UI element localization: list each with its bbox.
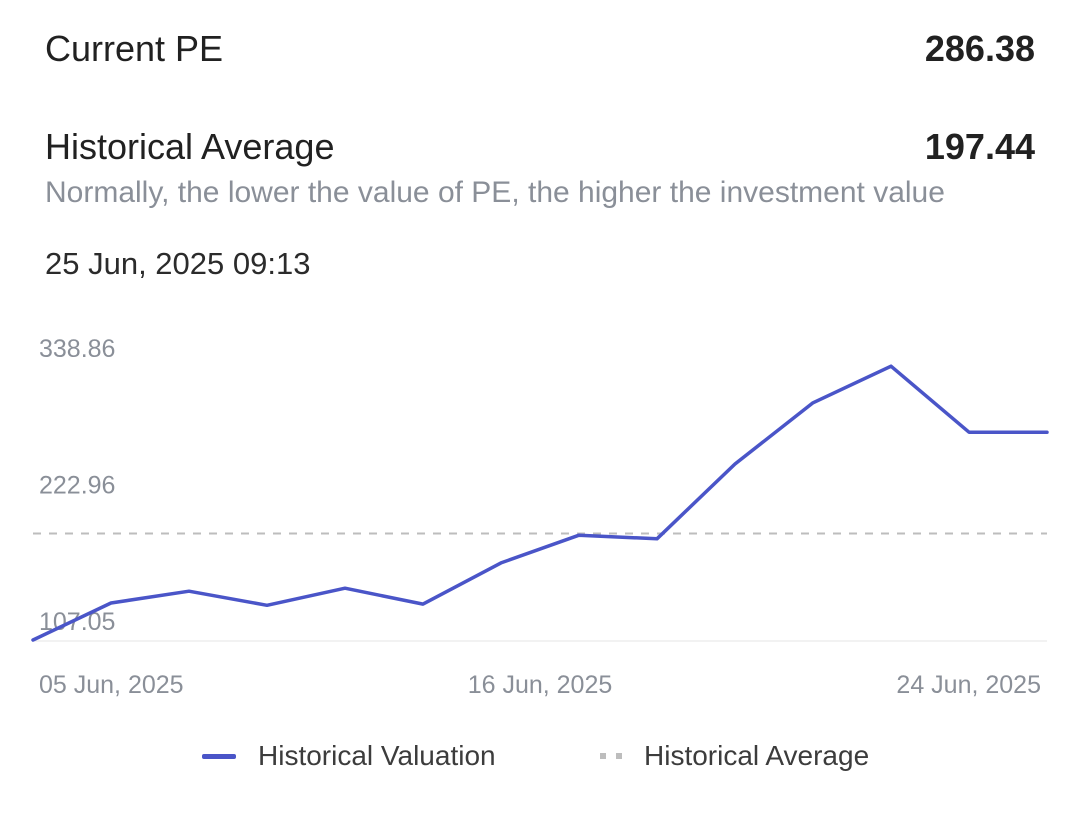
current-pe-value: 286.38 [924, 28, 1035, 69]
historical-average-label: Historical Average [45, 126, 335, 167]
historical-average-row: Historical Average 197.44 [45, 126, 1035, 168]
data-timestamp: 25 Jun, 2025 09:13 [45, 246, 311, 281]
legend-item-average[interactable]: Historical Average [600, 740, 869, 772]
y-tick-label: 222.96 [39, 472, 115, 500]
x-tick-label: 24 Jun, 2025 [896, 671, 1041, 699]
current-pe-row: Current PE 286.38 [45, 28, 1035, 70]
legend-label-average: Historical Average [644, 740, 870, 771]
legend-item-valuation[interactable]: Historical Valuation [202, 740, 496, 772]
legend-label-valuation: Historical Valuation [258, 740, 496, 771]
legend-dots-swatch [600, 753, 622, 759]
x-tick-label: 05 Jun, 2025 [39, 671, 184, 699]
x-tick-label: 16 Jun, 2025 [468, 671, 613, 699]
chart-legend: Historical Valuation Historical Average [0, 740, 1080, 780]
pe-explanation-note: Normally, the lower the value of PE, the… [45, 176, 945, 209]
current-pe-label: Current PE [45, 28, 224, 69]
x-axis-ticks: 05 Jun, 2025 16 Jun, 2025 24 Jun, 2025 [39, 671, 1041, 699]
y-tick-label: 338.86 [39, 335, 115, 363]
legend-line-swatch [202, 753, 236, 759]
historical-average-value: 197.44 [924, 126, 1035, 167]
historical-valuation-line [31, 364, 1049, 642]
